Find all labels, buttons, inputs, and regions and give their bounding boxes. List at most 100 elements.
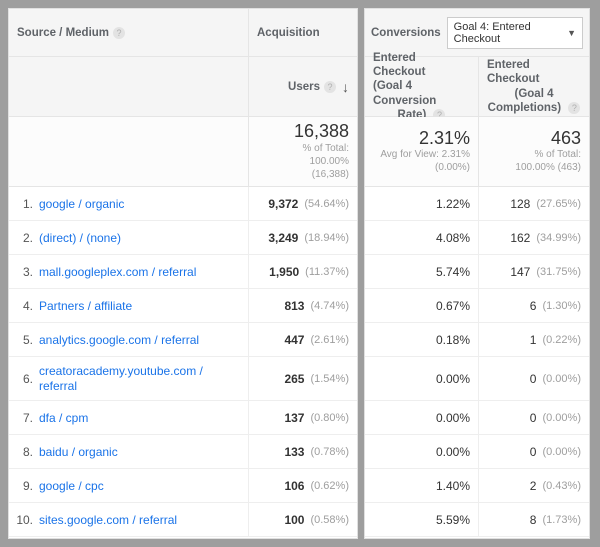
- rate-cell: 4.08%: [365, 221, 479, 254]
- row-index: 10.: [9, 503, 35, 536]
- completions-value: 0: [530, 445, 537, 459]
- source-medium-cell: google / organic: [35, 187, 249, 220]
- source-medium-link[interactable]: sites.google.com / referral: [39, 513, 177, 527]
- completions-cell: 0(0.00%): [479, 401, 589, 434]
- table-row: 0.18%1(0.22%): [365, 323, 589, 357]
- completions-cell: 0 (0.00%): [479, 357, 589, 400]
- source-medium-link[interactable]: dfa / cpm: [39, 411, 88, 425]
- users-value: 100: [284, 513, 304, 527]
- data-rows-right: 1.22%128(27.65%)4.08%162(34.99%)5.74%147…: [365, 187, 589, 537]
- source-medium-cell: (direct) / (none): [35, 221, 249, 254]
- summary-row-left: 16,388 % of Total: 100.00% (16,388): [9, 117, 357, 187]
- users-cell: 1,950(11.37%): [249, 255, 357, 288]
- row-index: 8.: [9, 435, 35, 468]
- summary-comp-sub1: % of Total:: [534, 148, 581, 161]
- hdr-comp-l1: Entered Checkout: [487, 58, 581, 87]
- users-pct: (1.54%): [310, 373, 349, 385]
- rate-value: 5.59%: [436, 513, 470, 527]
- header-users[interactable]: Users ? ↓: [249, 57, 357, 116]
- table-row: 3.mall.googleplex.com / referral1,950(11…: [9, 255, 357, 289]
- users-value: 9,372: [268, 197, 298, 211]
- header-group-left: Source / Medium ? Acquisition Users ? ↓: [9, 9, 357, 117]
- completions-value: 0: [530, 411, 537, 425]
- rate-value: 4.08%: [436, 231, 470, 245]
- users-cell: 133 (0.78%): [249, 435, 357, 468]
- summary-users-sub3: (16,388): [312, 168, 349, 181]
- summary-users-sub1: % of Total:: [302, 142, 349, 155]
- completions-cell: 162(34.99%): [479, 221, 589, 254]
- source-medium-cell: creatoracademy.youtube.com / referral: [35, 357, 249, 400]
- users-pct: (18.94%): [304, 232, 349, 244]
- users-cell: 265(1.54%): [249, 357, 357, 400]
- source-medium-cell: Partners / affiliate: [35, 289, 249, 322]
- source-medium-link[interactable]: creatoracademy.youtube.com / referral: [39, 364, 240, 393]
- header-spacer: [9, 57, 249, 116]
- completions-value: 147: [510, 265, 530, 279]
- source-medium-cell: dfa / cpm: [35, 401, 249, 434]
- header-conversions-label: Conversions: [371, 27, 441, 39]
- rate-cell: 1.22%: [365, 187, 479, 220]
- help-icon[interactable]: ?: [568, 102, 580, 114]
- users-value: 133: [284, 445, 304, 459]
- table-row: 0.00% 0 (0.00%): [365, 357, 589, 401]
- completions-pct: (1.73%): [542, 514, 581, 526]
- caret-down-icon: ▼: [567, 28, 576, 38]
- row-index: 6.: [9, 357, 35, 400]
- source-medium-link[interactable]: analytics.google.com / referral: [39, 333, 199, 347]
- table-row: 8. baidu / organic 133 (0.78%): [9, 435, 357, 469]
- help-icon[interactable]: ?: [324, 81, 336, 93]
- header-source-medium[interactable]: Source / Medium ?: [9, 9, 249, 56]
- hdr-comp-l3: Completions): [488, 102, 561, 114]
- table-row: 4. Partners / affiliate 813(4.74%): [9, 289, 357, 323]
- sort-descending-icon[interactable]: ↓: [342, 79, 349, 95]
- rate-cell: 5.59%: [365, 503, 479, 536]
- completions-pct: (31.75%): [536, 266, 581, 278]
- summary-row-right: 2.31% Avg for View: 2.31% (0.00%) 463 % …: [365, 117, 589, 187]
- rate-cell: 0.00%: [365, 357, 479, 400]
- completions-value: 0: [530, 372, 537, 386]
- table-row: 5.74%147(31.75%): [365, 255, 589, 289]
- source-medium-link[interactable]: baidu / organic: [39, 445, 118, 459]
- panel-conversions: Conversions Goal 4: Entered Checkout ▼ E…: [364, 8, 590, 539]
- rate-cell: 0.18%: [365, 323, 479, 356]
- users-value: 447: [284, 333, 304, 347]
- row-index: 1.: [9, 187, 35, 220]
- source-medium-cell: mall.googleplex.com / referral: [35, 255, 249, 288]
- completions-value: 6: [530, 299, 537, 313]
- users-pct: (0.62%): [310, 480, 349, 492]
- header-conversion-rate[interactable]: Entered Checkout (Goal 4 Conversion Rate…: [365, 57, 479, 116]
- source-medium-link[interactable]: google / cpc: [39, 479, 104, 493]
- completions-value: 128: [510, 197, 530, 211]
- users-pct: (54.64%): [304, 198, 349, 210]
- source-medium-link[interactable]: (direct) / (none): [39, 231, 121, 245]
- row-index: 4.: [9, 289, 35, 322]
- completions-value: 2: [530, 479, 537, 493]
- row-index: 7.: [9, 401, 35, 434]
- header-group-right: Conversions Goal 4: Entered Checkout ▼ E…: [365, 9, 589, 117]
- completions-pct: (0.22%): [542, 334, 581, 346]
- panel-source-acquisition: Source / Medium ? Acquisition Users ? ↓ …: [8, 8, 358, 539]
- goal-selector-label: Goal 4: Entered Checkout: [454, 21, 561, 45]
- help-icon[interactable]: ?: [113, 27, 125, 39]
- table-row: 5.59%8(1.73%): [365, 503, 589, 537]
- source-medium-link[interactable]: Partners / affiliate: [39, 299, 132, 313]
- source-medium-link[interactable]: google / organic: [39, 197, 124, 211]
- summary-rate: 2.31% Avg for View: 2.31% (0.00%): [365, 117, 479, 186]
- source-medium-link[interactable]: mall.googleplex.com / referral: [39, 265, 196, 279]
- users-value: 137: [284, 411, 304, 425]
- users-pct: (0.80%): [310, 412, 349, 424]
- completions-pct: (1.30%): [542, 300, 581, 312]
- users-cell: 106(0.62%): [249, 469, 357, 502]
- users-pct: (2.61%): [310, 334, 349, 346]
- completions-pct: (27.65%): [536, 198, 581, 210]
- users-cell: 813(4.74%): [249, 289, 357, 322]
- header-completions[interactable]: Entered Checkout (Goal 4 Completions) ?: [479, 57, 589, 116]
- header-acquisition-label: Acquisition: [257, 27, 320, 39]
- completions-pct: (0.00%): [542, 373, 581, 385]
- rate-value: 0.00%: [436, 411, 470, 425]
- users-pct: (0.78%): [310, 446, 349, 458]
- summary-users-sub2: 100.00%: [310, 155, 349, 168]
- table-row: 10. sites.google.com / referral 100(0.58%): [9, 503, 357, 537]
- users-cell: 100(0.58%): [249, 503, 357, 536]
- goal-selector-dropdown[interactable]: Goal 4: Entered Checkout ▼: [447, 17, 583, 49]
